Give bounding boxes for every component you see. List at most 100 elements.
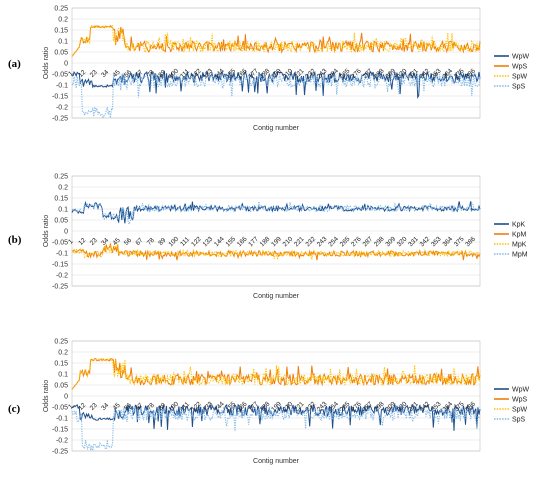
x-tick-label: 133 <box>202 400 215 413</box>
x-tick-label: 155 <box>225 400 238 413</box>
x-tick-label: 199 <box>270 235 283 248</box>
chart-c: 0.25 0.2 0.15 0.1 0.05 0 -0.05 -0.1 -0.15 -0.2 -0.… <box>43 339 530 466</box>
legend-label: MpM <box>512 252 528 259</box>
x-tick-label: 23 <box>89 69 99 79</box>
x-tick-label: 1 <box>67 403 75 411</box>
y-axis-label: Odds ratio <box>43 215 50 247</box>
panel-label: (c) <box>8 403 21 415</box>
legend-label: SpW <box>512 74 528 81</box>
y-tick-label: 0.15 <box>54 361 68 368</box>
y-tick-label: -0.2 <box>56 438 68 445</box>
panel-label: (b) <box>8 234 22 246</box>
panel-a: (a) 0.25 0.2 0.15 0.1 0.05 0 -0.05 -0.1 -0.15 -0.… <box>0 0 550 150</box>
y-tick-label: 0.2 <box>58 185 68 192</box>
panel-b: (b) 0.25 0.2 0.15 0.1 0.05 0 -0.05 -0.1 -0.15 -0.… <box>0 168 550 318</box>
x-tick-label: 276 <box>350 235 363 248</box>
plot-area <box>71 7 481 119</box>
plot-area <box>71 340 481 452</box>
x-tick-label: 12 <box>77 69 87 79</box>
series-line-wpw <box>71 403 481 431</box>
y-tick-label: 0.1 <box>58 372 68 379</box>
x-tick-label: 364 <box>442 235 455 248</box>
y-tick-label: 0.05 <box>54 383 68 390</box>
x-axis-label: Contig number <box>253 458 300 465</box>
y-tick-label: -0.05 <box>52 240 68 247</box>
x-tick-label: 56 <box>123 237 133 247</box>
x-tick-label: 1 <box>67 238 75 246</box>
y-tick-label: -0.05 <box>52 72 68 79</box>
panel-label: (a) <box>8 58 21 70</box>
x-tick-label: 210 <box>282 400 295 413</box>
y-tick-label: 0.2 <box>58 17 68 24</box>
series-line-wpw <box>71 70 481 99</box>
legend-label: KpK <box>512 222 526 229</box>
y-tick-label: -0.25 <box>52 284 68 291</box>
y-tick-label: -0.2 <box>56 105 68 112</box>
x-axis-label: Contig number <box>253 125 300 132</box>
y-tick-label: 0.25 <box>54 339 68 346</box>
x-tick-label: 144 <box>213 235 226 248</box>
y-tick-label: -0.1 <box>56 83 68 90</box>
x-axis-label: Contig number <box>253 293 300 300</box>
series-line-sps <box>71 71 481 119</box>
x-tick-label: 12 <box>77 402 87 412</box>
x-tick-label: 353 <box>430 235 443 248</box>
legend-label: WpS <box>512 397 528 404</box>
x-tick-label: 122 <box>190 235 203 248</box>
series-line-mpk <box>71 243 481 260</box>
y-tick-label: 0.15 <box>54 196 68 203</box>
x-tick-label: 375 <box>453 400 466 413</box>
x-tick-label: 177 <box>247 235 260 248</box>
x-tick-label: 243 <box>316 235 329 248</box>
x-tick-label: 23 <box>89 402 99 412</box>
x-tick-label: 12 <box>77 237 87 247</box>
x-tick-label: 133 <box>202 235 215 248</box>
y-tick-label: -0.1 <box>56 416 68 423</box>
x-tick-label: 45 <box>112 237 122 247</box>
x-tick-label: 309 <box>384 235 397 248</box>
x-tick-label: 67 <box>134 402 144 412</box>
panel-c: (c) 0.25 0.2 0.15 0.1 0.05 0 -0.05 -0.1 -0.15 -0.… <box>0 333 550 483</box>
legend-label: MpK <box>512 242 527 249</box>
series-line-wps <box>71 24 481 57</box>
x-tick-label: 287 <box>362 235 375 248</box>
x-tick-label: 221 <box>293 235 306 248</box>
x-tick-label: 78 <box>146 237 156 247</box>
x-tick-label: 342 <box>419 400 432 413</box>
x-tick-label: 320 <box>396 67 409 80</box>
x-tick-label: 34 <box>100 237 110 247</box>
legend-label: WpW <box>512 54 530 61</box>
x-tick-label: 320 <box>396 400 409 413</box>
y-tick-label: 0.1 <box>58 39 68 46</box>
x-tick-label: 56 <box>123 69 133 79</box>
x-tick-label: 1 <box>67 70 75 78</box>
legend-label: SpS <box>512 417 526 424</box>
x-tick-label: 331 <box>407 235 420 248</box>
x-tick-label: 23 <box>89 237 99 247</box>
y-tick-label: 0.2 <box>58 350 68 357</box>
series-line-spw <box>71 358 481 390</box>
series-line-sps <box>71 405 481 451</box>
x-tick-label: 210 <box>282 235 295 248</box>
y-tick-label: 0.25 <box>54 6 68 13</box>
x-tick-label: 34 <box>100 402 110 412</box>
series-line-mpm <box>71 200 481 226</box>
chart-b: 0.25 0.2 0.15 0.1 0.05 0 -0.05 -0.1 -0.15 -0.2 -0.… <box>43 174 528 301</box>
y-tick-label: -0.05 <box>52 405 68 412</box>
y-tick-label: -0.25 <box>52 116 68 123</box>
y-tick-label: 0.1 <box>58 207 68 214</box>
x-tick-label: 342 <box>419 235 432 248</box>
y-tick-label: 0.05 <box>54 50 68 57</box>
x-tick-label: 67 <box>134 69 144 79</box>
y-tick-label: -0.2 <box>56 273 68 280</box>
legend-label: KpM <box>512 232 527 239</box>
y-tick-label: 0 <box>64 229 68 236</box>
y-tick-label: -0.15 <box>52 262 68 269</box>
y-tick-label: -0.15 <box>52 94 68 101</box>
x-tick-label: 89 <box>157 402 167 412</box>
x-tick-label: 386 <box>464 235 477 248</box>
y-tick-label: -0.1 <box>56 251 68 258</box>
legend-label: WpW <box>512 387 530 394</box>
x-tick-label: 188 <box>259 235 272 248</box>
x-tick-label: 386 <box>464 400 477 413</box>
